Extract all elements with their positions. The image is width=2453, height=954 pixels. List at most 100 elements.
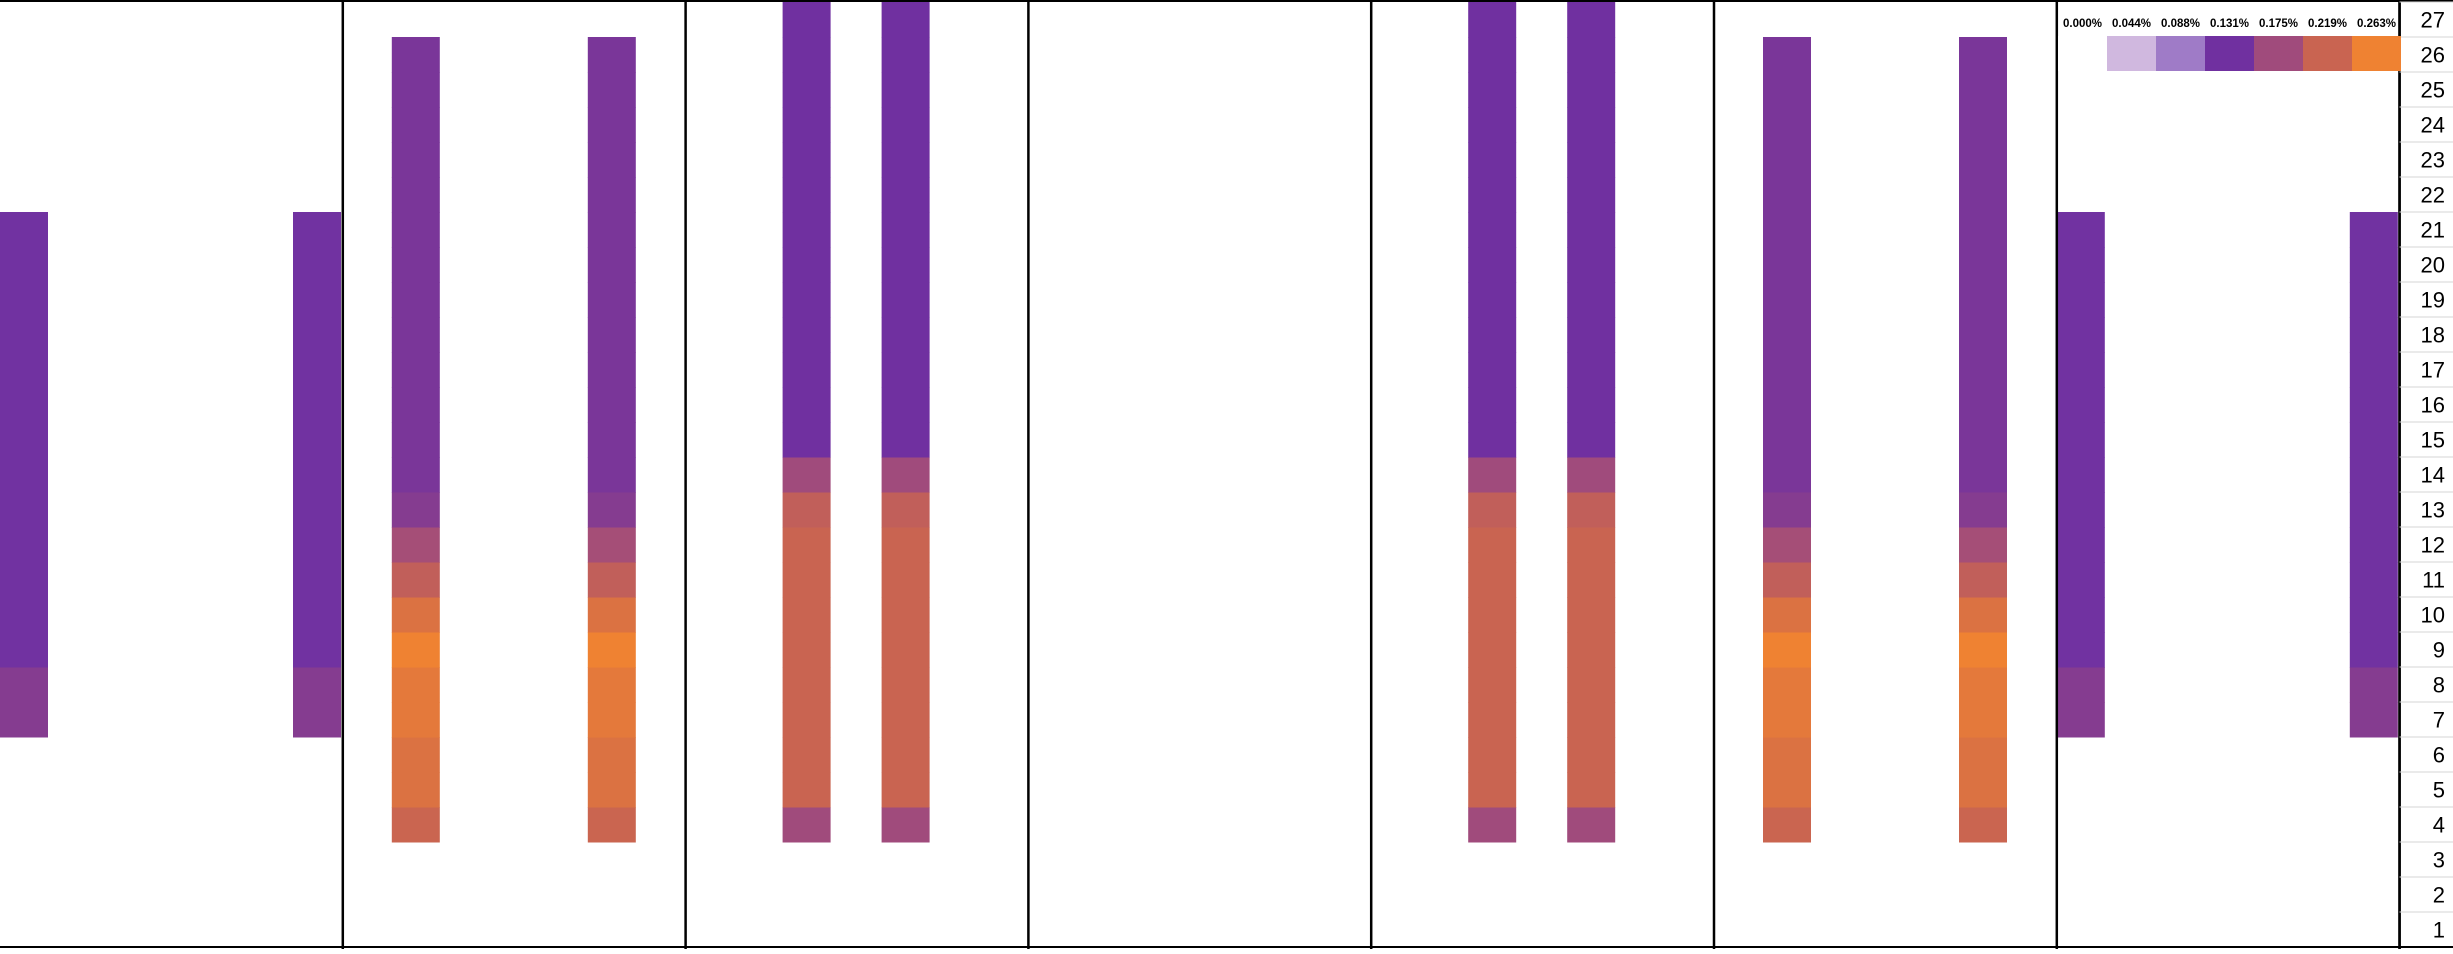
heatmap-cell (1763, 142, 1811, 178)
heatmap-cell (1763, 177, 1811, 213)
legend-swatch (2254, 36, 2303, 71)
heatmap-cell (2056, 632, 2105, 668)
heatmap-cell (587, 177, 636, 213)
legend-swatch (2352, 36, 2401, 71)
heatmap-cell (1959, 632, 2007, 668)
heatmap-cell (587, 597, 636, 633)
heatmap-cell (881, 807, 930, 843)
heatmap-cell (0, 212, 48, 248)
heatmap-cell (2349, 212, 2398, 248)
heatmap-cell (782, 422, 831, 458)
heatmap-cell (1763, 632, 1811, 668)
heatmap-cell (391, 667, 440, 703)
legend-swatch (2107, 36, 2156, 71)
row-label: 24 (2421, 113, 2445, 138)
heatmap-cell (782, 142, 831, 178)
heatmap-cell (293, 702, 341, 738)
heatmap-cell (1763, 492, 1811, 528)
heatmap-cell (391, 702, 440, 738)
heatmap-cell (2349, 702, 2398, 738)
heatmap-cell (2056, 317, 2105, 353)
heatmap-cell (293, 492, 341, 528)
legend-swatch (2303, 36, 2352, 71)
heatmap-cell (1567, 37, 1616, 73)
row-label: 17 (2421, 358, 2445, 383)
heatmap-cell (881, 387, 930, 423)
heatmap-cell (782, 247, 831, 283)
heatmap-cell (0, 562, 48, 598)
row-label: 2 (2433, 883, 2445, 908)
heatmap-cell (2349, 387, 2398, 423)
heatmap-cell (391, 142, 440, 178)
heatmap-cell (587, 282, 636, 318)
heatmap-cell (881, 492, 930, 528)
heatmap-cell (881, 352, 930, 388)
heatmap-cell (1468, 317, 1517, 353)
heatmap-cell (782, 37, 831, 73)
heatmap-cell (1763, 37, 1811, 73)
row-label: 14 (2421, 463, 2445, 488)
heatmap-cell (1763, 282, 1811, 318)
heatmap-cell (587, 317, 636, 353)
row-label: 26 (2421, 43, 2445, 68)
heatmap-cell (293, 212, 341, 248)
heatmap-cell (1959, 422, 2007, 458)
heatmap-cell (2056, 702, 2105, 738)
heatmap-cell (587, 702, 636, 738)
heatmap-cell (293, 597, 341, 633)
heatmap-cell (1567, 807, 1616, 843)
heatmap-cell (587, 527, 636, 563)
row-label: 27 (2421, 8, 2445, 33)
heatmap-cell (2349, 597, 2398, 633)
heatmap-cell (782, 72, 831, 108)
row-label: 4 (2433, 813, 2445, 838)
heatmap-cell (881, 2, 930, 38)
heatmap-cell (881, 142, 930, 178)
heatmap-cell (881, 177, 930, 213)
heatmap-cell (587, 387, 636, 423)
heatmap-cell (0, 457, 48, 493)
legend-label: 0.000% (2063, 18, 2102, 30)
legend-label: 0.263% (2357, 18, 2396, 30)
heatmap-cell (1959, 212, 2007, 248)
heatmap-cell (2056, 387, 2105, 423)
heatmap-cell (881, 562, 930, 598)
heatmap-cell (1468, 457, 1517, 493)
heatmap-cell (391, 492, 440, 528)
heatmap-cell (1468, 142, 1517, 178)
heatmap-cell (782, 772, 831, 808)
legend-label: 0.044% (2112, 18, 2151, 30)
heatmap-cell (391, 527, 440, 563)
heatmap-cell (293, 632, 341, 668)
legend: 0.000% 0.044% 0.088% 0.131% 0.175% 0.219% 0.26… (2058, 18, 2401, 71)
heatmap-cell (1959, 562, 2007, 598)
heatmap-cell (2349, 317, 2398, 353)
heatmap-cell (391, 632, 440, 668)
heatmap-cell (1567, 72, 1616, 108)
heatmap-cell (782, 667, 831, 703)
row-label: 3 (2433, 848, 2445, 873)
heatmap-cell (782, 527, 831, 563)
heatmap-cell (782, 807, 831, 843)
row-label: 8 (2433, 673, 2445, 698)
heatmap-cell (391, 107, 440, 143)
heatmap-cell (391, 352, 440, 388)
heatmap-cell (587, 562, 636, 598)
heatmap-cell (587, 247, 636, 283)
heatmap-cell (0, 527, 48, 563)
heatmap-cell (587, 37, 636, 73)
heatmap-cell (1763, 772, 1811, 808)
row-label: 22 (2421, 183, 2445, 208)
heatmap-cell (1468, 737, 1517, 773)
heatmap-cell (587, 807, 636, 843)
heatmap-cell (391, 72, 440, 108)
heatmap-cell (2056, 667, 2105, 703)
heatmap-cell (1959, 737, 2007, 773)
heatmap-cell (391, 247, 440, 283)
heatmap-cell (1567, 387, 1616, 423)
heatmap-cell (2056, 352, 2105, 388)
heatmap-cell (587, 737, 636, 773)
heatmap-cell (1468, 247, 1517, 283)
heatmap-cell (1763, 667, 1811, 703)
